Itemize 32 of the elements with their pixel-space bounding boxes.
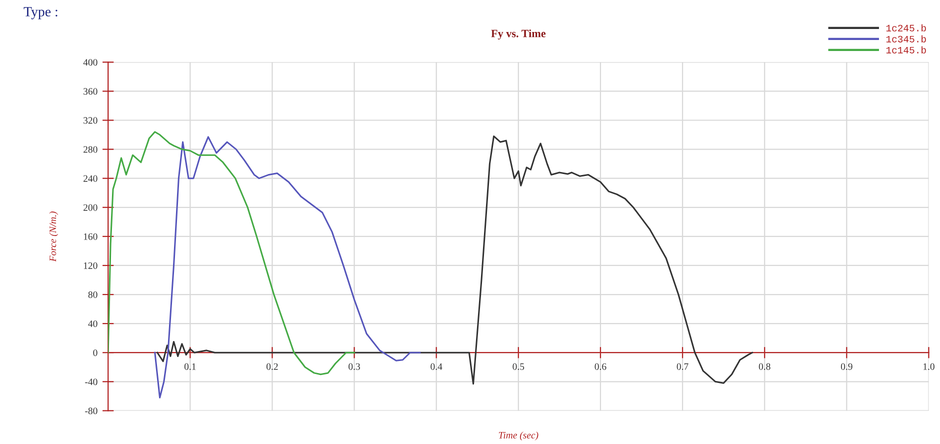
text: 1c245.b: [886, 24, 926, 32]
x-tick-label: 0.6: [594, 363, 606, 370]
x-tick-label: 0.9: [840, 363, 852, 370]
y-tick-label: 200: [84, 204, 98, 211]
text: 1c145.b: [886, 46, 926, 54]
y-tick-label: -40: [85, 378, 98, 386]
x-tick-label: 0.5: [512, 363, 524, 370]
y-tick-label: 400: [83, 59, 98, 66]
text: 1c345.b: [886, 35, 926, 42]
x-tick-label: 0.4: [430, 363, 442, 370]
y-tick-label: 0: [93, 350, 98, 356]
x-tick-label: 0.8: [758, 363, 770, 370]
y-tick-label: 280: [84, 146, 98, 153]
y-tick-label: -80: [85, 408, 98, 414]
chart-title: Fy vs. Time: [491, 29, 546, 40]
x-tick-label: 0.7: [676, 363, 688, 370]
line-series: [154, 136, 421, 398]
y-tick-label: 120: [84, 262, 98, 269]
y-tick-label: 360: [84, 88, 98, 95]
y-tick-label: 240: [84, 175, 98, 182]
x-tick-label: 0.3: [348, 363, 360, 370]
x-axis-title: Time (sec): [498, 432, 538, 440]
text: Type :: [24, 7, 58, 20]
line-series: [156, 135, 754, 385]
y-tick-label: 40: [88, 320, 98, 328]
y-tick-label: 160: [84, 233, 98, 240]
x-tick-label: 0.2: [266, 363, 278, 370]
x-tick-label: 0.1: [184, 363, 196, 370]
y-tick-label: 80: [88, 291, 98, 298]
y-axis-title: Force (N/m.): [49, 212, 58, 262]
y-tick-label: 320: [84, 117, 98, 124]
x-tick-label: 1.0: [924, 363, 934, 370]
